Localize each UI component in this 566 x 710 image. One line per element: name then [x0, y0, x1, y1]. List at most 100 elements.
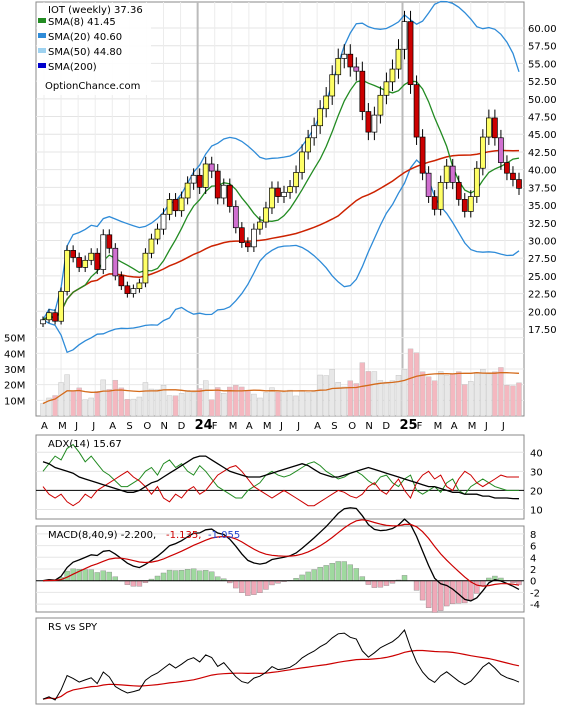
macd-histogram-bar: [95, 572, 100, 580]
macd-histogram-bar: [468, 581, 473, 600]
price-tick-label: 37.50: [528, 183, 557, 194]
watermark-text: OptionChance.com: [45, 81, 140, 92]
macd-histogram-bar: [167, 570, 172, 581]
adx-title: ADX(14) 15.67: [48, 439, 122, 450]
price-tick-label: 27.50: [528, 254, 557, 265]
macd-histogram-bar: [432, 581, 437, 613]
candle-body: [342, 54, 347, 58]
macd-histogram-bar: [474, 581, 479, 594]
macd-histogram-bar: [426, 581, 431, 608]
legend-swatch: [38, 48, 46, 53]
volume-bar: [288, 390, 293, 416]
volume-bar: [167, 396, 172, 416]
time-tick-label: O: [348, 421, 356, 432]
candle-body: [227, 185, 232, 206]
adx-tick-label: 20: [530, 486, 543, 497]
volume-bar: [504, 385, 509, 416]
macd-histogram-bar: [245, 581, 250, 596]
volume-bar: [173, 396, 178, 416]
volume-bar: [468, 381, 473, 416]
time-tick-label: S: [126, 421, 132, 432]
volume-bar: [486, 374, 491, 416]
price-tick-label: 45.00: [528, 130, 557, 141]
volume-tick-label: 10M: [4, 396, 25, 407]
candle-body: [197, 175, 202, 187]
candle-body: [282, 192, 287, 196]
macd-histogram-bar: [251, 581, 256, 595]
price-tick-label: 52.50: [528, 77, 557, 88]
price-tick-label: 42.50: [528, 148, 557, 159]
time-tick-label: J: [501, 421, 505, 432]
macd-histogram-bar: [107, 572, 112, 581]
candle-body: [390, 69, 395, 82]
candle-body: [233, 206, 238, 227]
candle-body: [113, 248, 118, 276]
volume-bar: [438, 371, 443, 416]
volume-bar: [348, 381, 353, 416]
macd-histogram-bar: [155, 576, 160, 581]
volume-bar: [41, 403, 46, 416]
volume-bar: [426, 377, 431, 416]
macd-histogram-bar: [348, 565, 353, 581]
candle-body: [306, 138, 311, 152]
candle-body: [336, 58, 341, 74]
candle-body: [474, 168, 479, 196]
time-tick-label: N: [161, 421, 168, 432]
macd-histogram-bar: [203, 570, 208, 580]
candle-body: [348, 54, 353, 67]
macd-histogram-bar: [318, 567, 323, 581]
macd-histogram-bar: [113, 577, 118, 581]
candle-body: [89, 253, 94, 260]
macd-histogram-bar: [516, 581, 521, 585]
volume-bar: [113, 380, 118, 416]
price-tick-label: 20.00: [528, 307, 557, 318]
time-tick-label: M: [434, 421, 443, 432]
volume-bar: [414, 353, 419, 416]
volume-bar: [65, 375, 70, 416]
candle-body: [191, 175, 196, 183]
time-tick-label: F: [212, 421, 218, 432]
macd-tick-label: 4: [530, 553, 536, 564]
time-tick-label: M: [263, 421, 272, 432]
candle-body: [77, 257, 82, 267]
volume-bar: [197, 388, 202, 416]
macd-histogram-bar: [215, 577, 220, 581]
candle-body: [185, 183, 190, 198]
macd-histogram-bar: [480, 581, 485, 586]
volume-bar: [462, 385, 467, 416]
candle-body: [245, 243, 250, 247]
candle-body: [426, 173, 431, 196]
volume-bar: [336, 382, 341, 416]
candle-body: [155, 229, 160, 239]
macd-histogram-bar: [263, 581, 268, 590]
time-tick-label: D: [178, 421, 186, 432]
candle-body: [504, 163, 509, 174]
time-tick-label: F: [417, 421, 423, 432]
candle-body: [516, 180, 521, 189]
candle-body: [438, 182, 443, 209]
macd-histogram-bar: [197, 571, 202, 581]
candle-body: [275, 188, 280, 196]
time-tick-label: M: [468, 421, 477, 432]
candle-body: [330, 75, 335, 96]
price-tick-label: 47.50: [528, 113, 557, 124]
candle-body: [366, 112, 371, 133]
candle-body: [215, 171, 220, 198]
time-tick-label: A: [109, 421, 116, 432]
volume-bar: [408, 349, 413, 416]
macd-histogram-bar: [269, 581, 274, 585]
rs-panel: [36, 618, 524, 704]
time-tick-label: J: [484, 421, 488, 432]
price-tick-label: 60.00: [528, 24, 557, 35]
volume-tick-label: 30M: [4, 365, 25, 376]
macd-histogram-bar: [336, 561, 341, 580]
candle-body: [209, 164, 214, 171]
volume-bar: [450, 374, 455, 416]
macd-histogram-bar: [366, 581, 371, 585]
price-tick-label: 32.50: [528, 219, 557, 230]
volume-bar: [209, 400, 214, 416]
volume-bar: [215, 387, 220, 416]
volume-bar: [251, 394, 256, 416]
macd-histogram-bar: [101, 571, 106, 581]
